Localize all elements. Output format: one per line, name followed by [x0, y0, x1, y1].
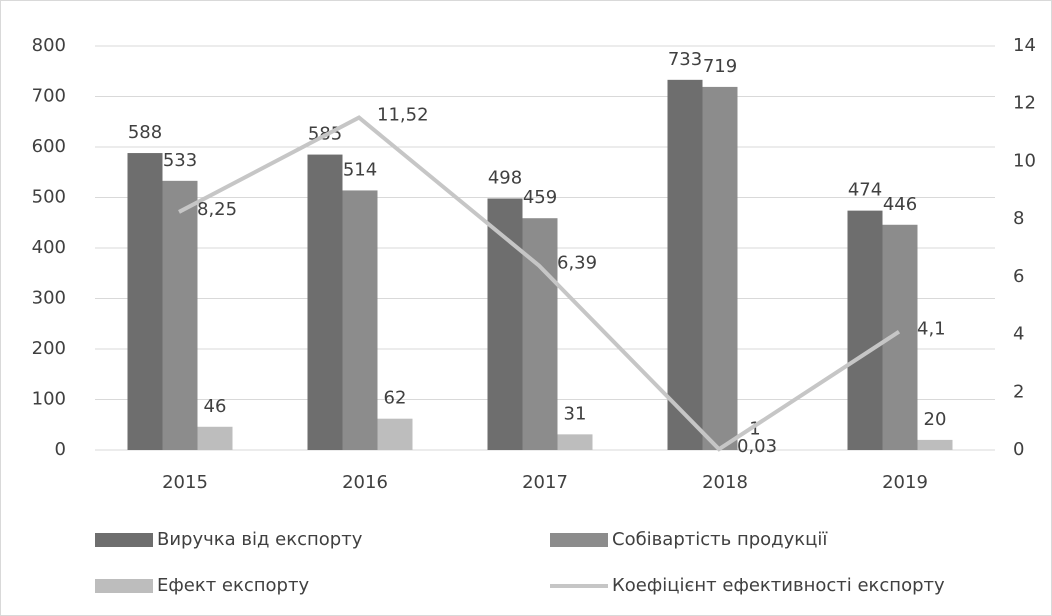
- bar: [162, 180, 198, 450]
- line-value-label: 8,25: [197, 199, 237, 220]
- x-tick-label: 2018: [702, 472, 748, 493]
- line-value-label: 4,1: [917, 319, 946, 340]
- x-tick-label: 2015: [162, 472, 208, 493]
- bar: [737, 449, 773, 450]
- x-tick-label: 2016: [342, 472, 388, 493]
- bar-value-label: 62: [384, 388, 407, 409]
- y-tick-label: 700: [32, 86, 66, 107]
- bar-value-label: 1: [749, 418, 760, 439]
- line-value-label: 11,52: [377, 105, 429, 126]
- legend-swatch: [95, 579, 153, 593]
- line: [178, 115, 901, 452]
- bar-value-label: 588: [128, 122, 162, 143]
- y2-tick-label: 8: [1013, 208, 1024, 229]
- bar: [342, 190, 378, 450]
- y2-tick-label: 6: [1013, 266, 1024, 287]
- bar-value-label: 474: [848, 180, 882, 201]
- bar-value-label: 533: [163, 150, 197, 171]
- y2-tick-label: 2: [1013, 381, 1024, 402]
- bar-value-label: 733: [668, 49, 702, 70]
- bar: [702, 86, 738, 450]
- y-tick-label: 100: [32, 389, 66, 410]
- y-tick-label: 400: [32, 237, 66, 258]
- bar-value-label: 498: [488, 168, 522, 189]
- legend-label: Ефект експорту: [157, 575, 309, 596]
- bar: [377, 418, 413, 450]
- y-tick-label: 200: [32, 338, 66, 359]
- bar: [487, 198, 523, 450]
- bar-value-label: 31: [564, 403, 587, 424]
- bar: [667, 79, 703, 451]
- y2-tick-label: 0: [1013, 439, 1024, 460]
- bar: [847, 210, 883, 450]
- y2-tick-label: 12: [1013, 93, 1036, 114]
- bar: [197, 426, 233, 450]
- y-tick-label: 500: [32, 187, 66, 208]
- line-value-label: 6,39: [557, 253, 597, 274]
- y2-tick-label: 10: [1013, 150, 1036, 171]
- y2-tick-label: 4: [1013, 324, 1024, 345]
- legend-swatch: [550, 533, 608, 547]
- y-tick-label: 0: [55, 439, 66, 460]
- bar: [917, 439, 953, 450]
- bar-value-label: 46: [204, 396, 227, 417]
- legend-label: Собівартість продукції: [612, 529, 828, 550]
- legend-swatch: [95, 533, 153, 547]
- bar-value-label: 20: [924, 409, 947, 430]
- y-tick-label: 300: [32, 288, 66, 309]
- bar: [127, 153, 163, 450]
- bar-value-label: 459: [523, 187, 557, 208]
- x-tick-label: 2017: [522, 472, 568, 493]
- bar-value-label: 514: [343, 159, 377, 180]
- bar-value-label: 719: [703, 56, 737, 77]
- bar: [522, 218, 558, 450]
- legend-label: Коефіцієнт ефективності експорту: [612, 575, 945, 596]
- y-tick-label: 800: [32, 35, 66, 56]
- bar-value-label: 446: [883, 194, 917, 215]
- bar: [557, 434, 593, 450]
- line-value-label: 0,03: [737, 436, 777, 457]
- legend-label: Виручка від експорту: [157, 529, 363, 550]
- x-tick-label: 2019: [882, 472, 928, 493]
- y-tick-label: 600: [32, 136, 66, 157]
- y2-tick-label: 14: [1013, 35, 1036, 56]
- bar: [307, 154, 343, 450]
